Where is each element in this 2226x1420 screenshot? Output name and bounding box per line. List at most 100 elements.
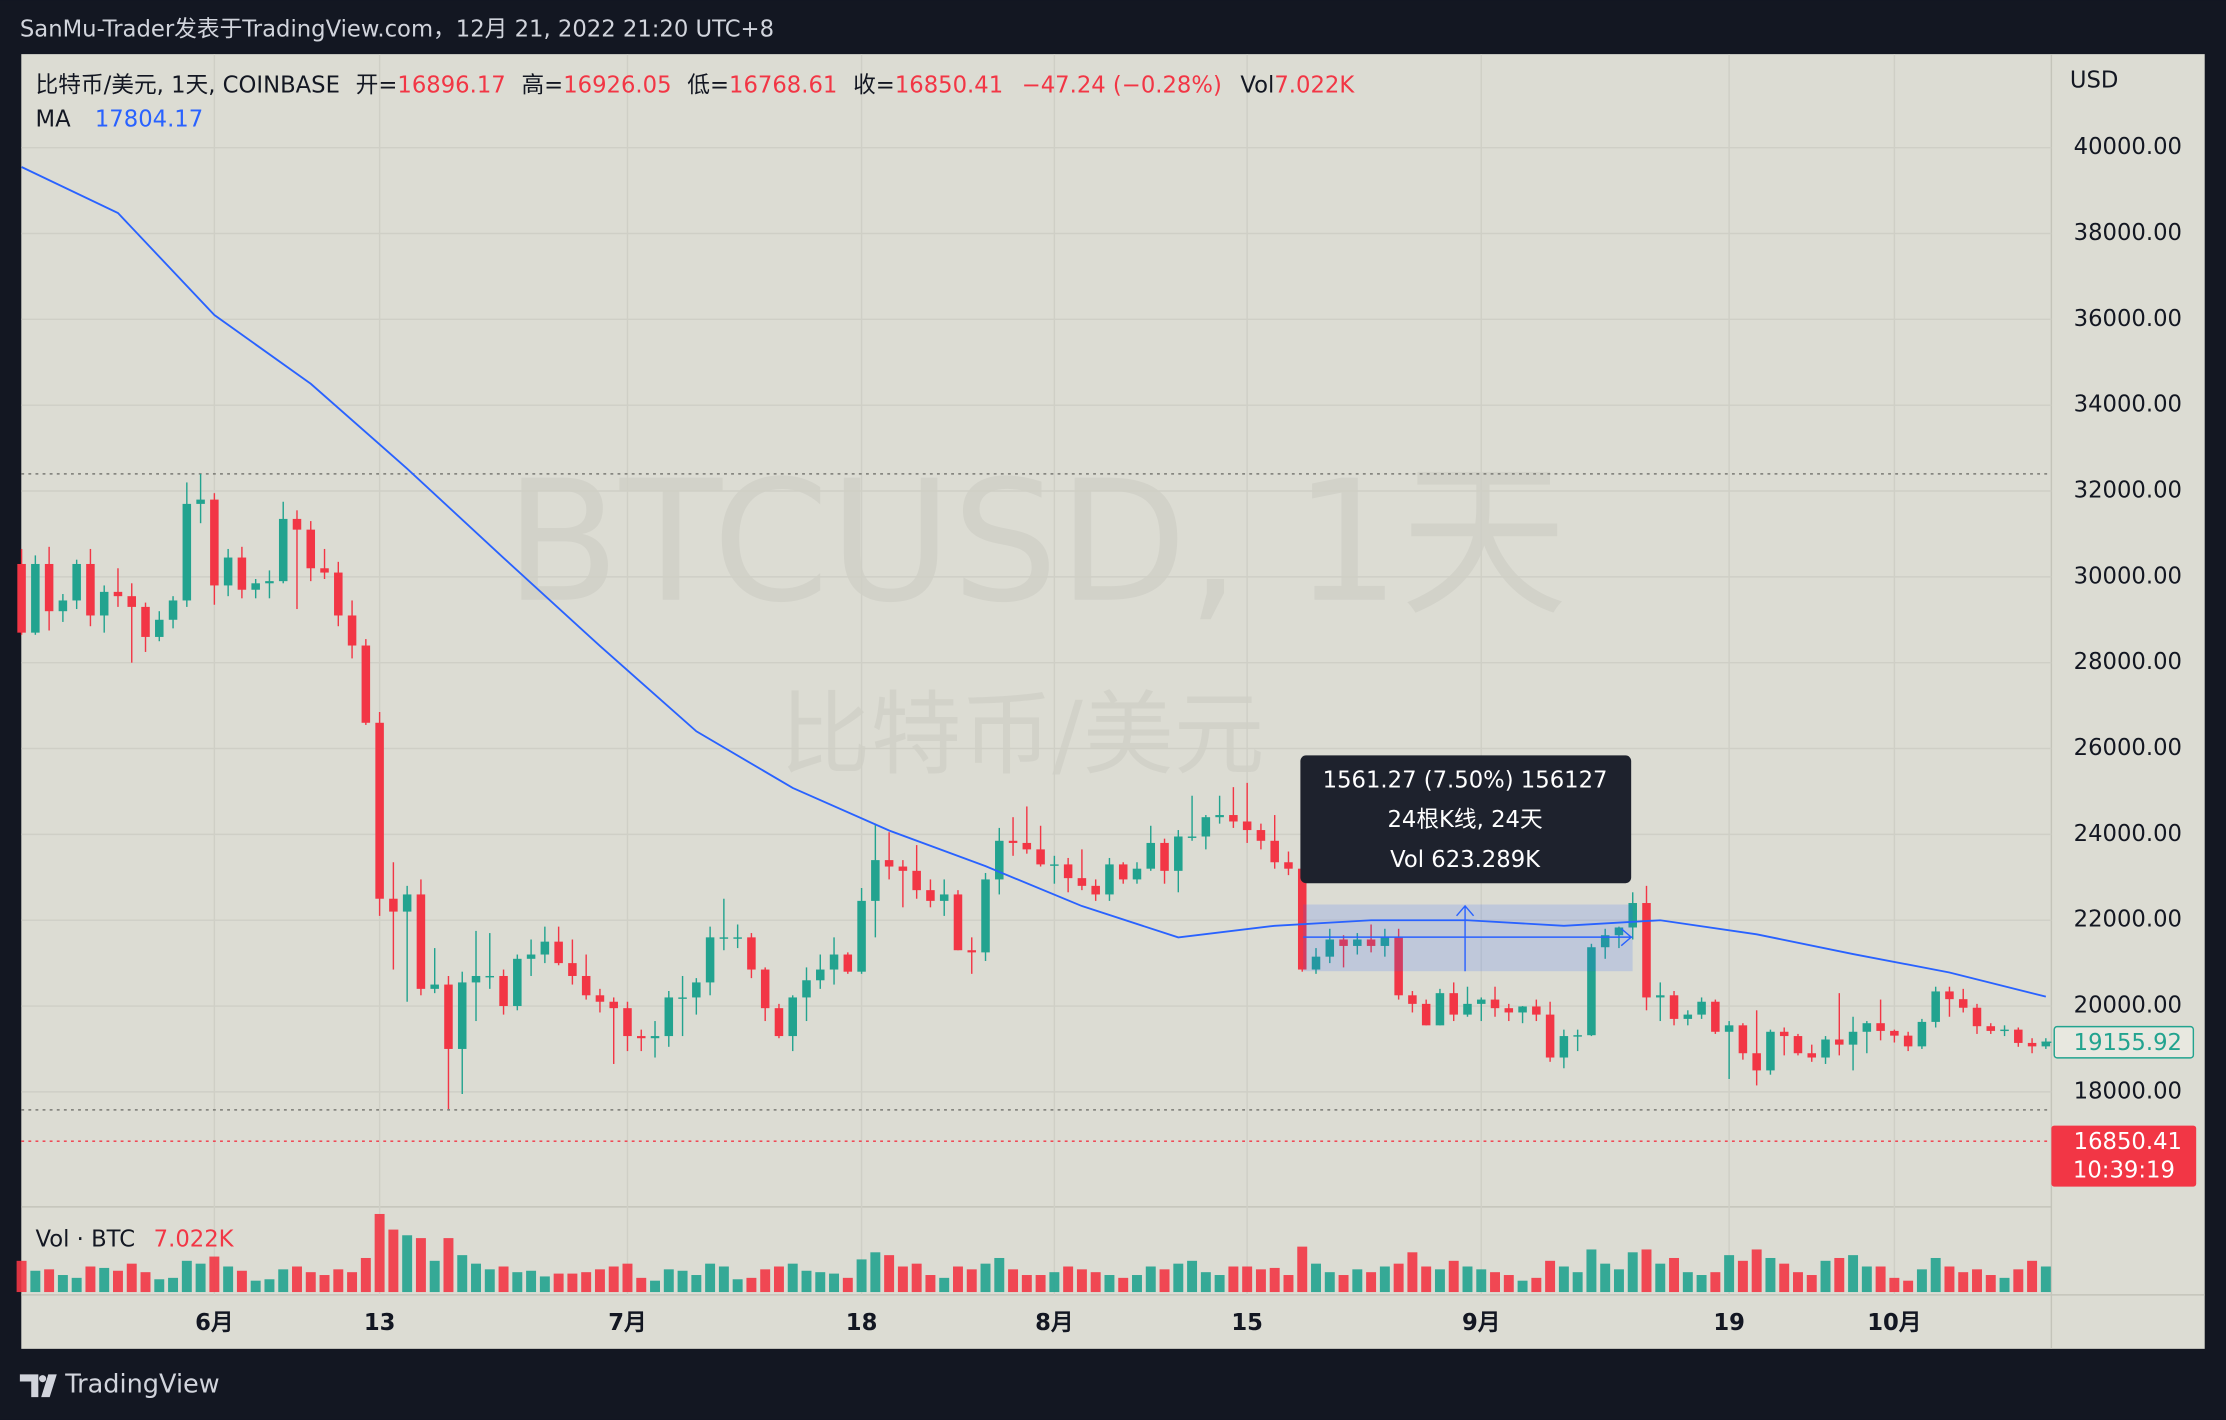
measure-tooltip xyxy=(1300,755,1632,884)
candle-body xyxy=(1215,815,1224,818)
x-tick-label: 8月 xyxy=(1035,1310,1074,1336)
candle-body xyxy=(17,563,26,633)
candle-body xyxy=(1408,995,1417,1004)
x-tick-label: 6月 xyxy=(195,1310,234,1336)
volume-bar xyxy=(539,1276,550,1293)
volume-bar xyxy=(705,1263,716,1293)
candle-body xyxy=(168,600,178,620)
candle-body xyxy=(802,980,811,998)
volume-bar xyxy=(126,1263,137,1293)
y-tick-label: 22000.00 xyxy=(2074,907,2182,933)
volume-bar xyxy=(1641,1249,1652,1293)
candle-body xyxy=(719,937,729,939)
volume-bar xyxy=(1159,1269,1170,1293)
volume-bar xyxy=(388,1229,399,1293)
volume-bar xyxy=(856,1259,867,1293)
volume-bar xyxy=(829,1273,840,1293)
candle-body xyxy=(306,529,316,569)
candle-body xyxy=(733,937,742,939)
candle-body xyxy=(540,941,550,955)
volume-bar xyxy=(209,1256,220,1293)
volume-bar xyxy=(650,1280,660,1293)
candle-body xyxy=(1353,939,1362,946)
volume-bar xyxy=(71,1277,82,1293)
volume-bar xyxy=(1985,1275,1996,1293)
candle-body xyxy=(1958,999,1968,1008)
volume-title: Vol · BTC 7.022K xyxy=(35,1226,234,1252)
candle-body xyxy=(127,596,137,607)
volume-last: 7.022K xyxy=(154,1226,235,1252)
y-tick-label: 28000.00 xyxy=(2074,649,2182,675)
volume-bar xyxy=(870,1252,881,1293)
candle-body xyxy=(760,969,770,1009)
candle-body xyxy=(31,563,40,633)
volume-bar xyxy=(1145,1266,1156,1293)
last-close-tag xyxy=(2053,1025,2195,1059)
legend-label: Vol xyxy=(1240,72,1274,98)
candle-body xyxy=(1738,1025,1748,1054)
candle-body xyxy=(44,563,54,612)
volume-bar xyxy=(1889,1277,1900,1293)
y-tick-label: 36000.00 xyxy=(2074,306,2182,332)
candle-body xyxy=(871,860,880,901)
candle-body xyxy=(1559,1036,1569,1058)
candle-body xyxy=(1022,842,1032,850)
candle-body xyxy=(1711,1001,1720,1032)
volume-bar xyxy=(415,1238,426,1293)
candle-body xyxy=(1587,947,1596,1036)
volume-bar xyxy=(278,1269,289,1293)
volume-bar xyxy=(677,1270,688,1293)
volume-bar xyxy=(1269,1267,1280,1293)
candle-body xyxy=(513,958,522,1007)
candle-body xyxy=(1008,840,1018,843)
volume-bar xyxy=(1572,1272,1583,1293)
candle-body xyxy=(361,645,371,723)
candle-body xyxy=(1160,842,1169,871)
candle-body xyxy=(1146,842,1156,869)
candle-body xyxy=(1421,1003,1431,1026)
volume-bar xyxy=(553,1273,564,1293)
candle-body xyxy=(1366,939,1376,946)
candle-body xyxy=(747,937,756,970)
volume-bar xyxy=(1861,1266,1872,1293)
volume-bar xyxy=(911,1263,922,1293)
candle-body xyxy=(595,995,605,1002)
candle-body xyxy=(788,997,797,1037)
volume-bar xyxy=(1228,1266,1239,1293)
y-tick-label: 26000.00 xyxy=(2074,735,2182,761)
volume-bar xyxy=(925,1275,936,1293)
candle-body xyxy=(1132,868,1142,880)
volume-bar xyxy=(1063,1266,1074,1293)
candle-body xyxy=(774,1008,784,1037)
candle-body xyxy=(457,982,467,1049)
candle-body xyxy=(389,898,398,912)
candle-body xyxy=(1642,903,1651,998)
candle-body xyxy=(1284,862,1293,869)
volume-bar xyxy=(1944,1266,1955,1293)
volume-bar xyxy=(1393,1263,1404,1293)
watermark-symbol: BTCUSD, 1天 xyxy=(505,445,1568,640)
measure-text: Vol 623.289K xyxy=(1390,847,1541,873)
candle-body xyxy=(1394,937,1403,996)
x-tick-label: 19 xyxy=(1713,1310,1745,1336)
volume-bar xyxy=(2040,1266,2051,1293)
candle-body xyxy=(568,963,577,976)
volume-bar xyxy=(567,1273,578,1293)
watermark-name: 比特币/美元 xyxy=(780,683,1265,788)
volume-bar xyxy=(787,1263,798,1293)
volume-bar xyxy=(1793,1272,1803,1293)
volume-bar xyxy=(498,1266,509,1293)
candle-body xyxy=(402,894,412,912)
volume-bar xyxy=(1490,1272,1500,1293)
candle-body xyxy=(581,975,591,996)
volume-bar xyxy=(1765,1257,1776,1293)
candle-body xyxy=(623,1008,632,1037)
volume-name: Vol · BTC xyxy=(35,1226,135,1252)
volume-bar xyxy=(1558,1266,1569,1293)
chart-panel xyxy=(21,54,2205,1349)
legend-label: 开= xyxy=(356,72,398,98)
volume-bar xyxy=(732,1279,743,1293)
volume-bar xyxy=(1090,1272,1101,1293)
candle-body xyxy=(1779,1031,1789,1037)
candle-body xyxy=(499,975,508,1007)
